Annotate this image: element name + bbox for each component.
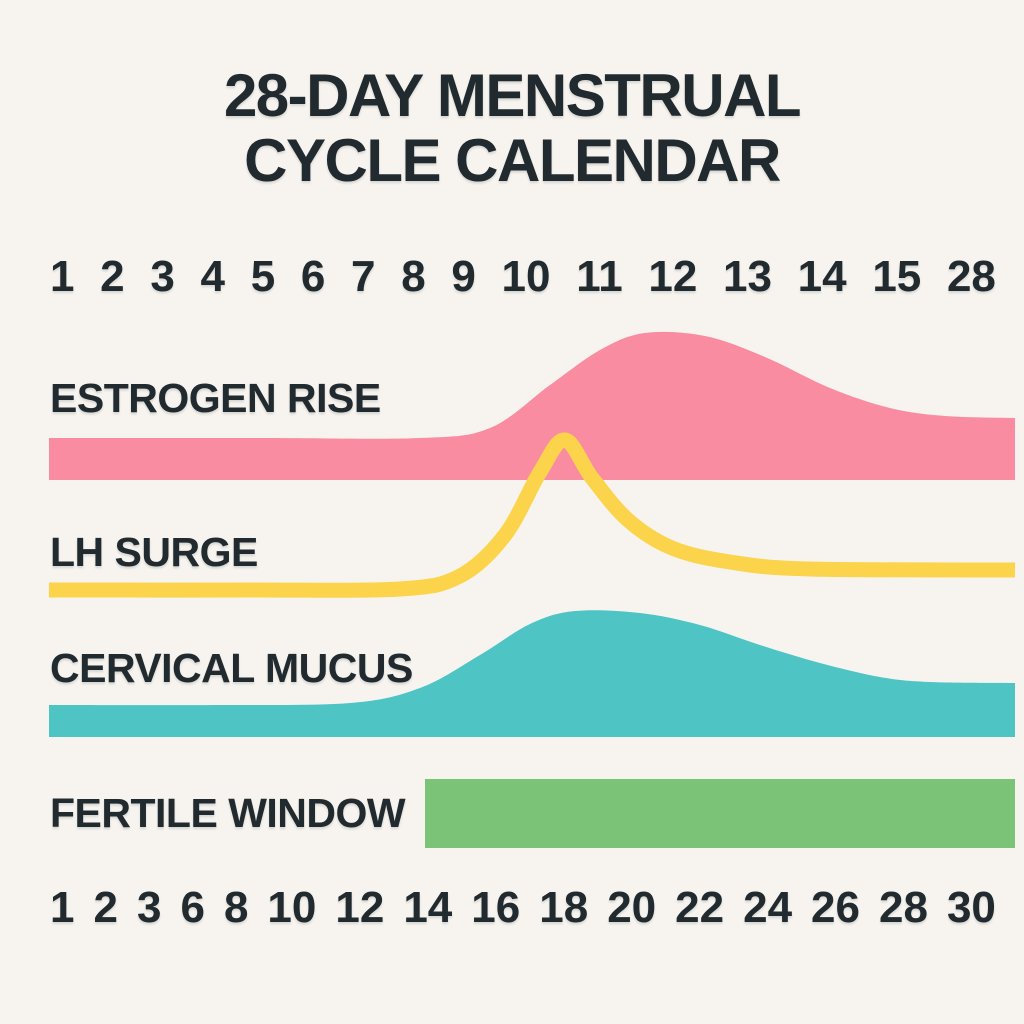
day-number: 24 — [743, 883, 793, 932]
lh-surge-label: LH SURGE — [50, 529, 258, 575]
page-title: 28-DAY MENSTRUAL CYCLE CALENDAR — [0, 62, 1024, 194]
day-number: 9 — [451, 252, 476, 301]
bottom-day-axis: 1 2 3 6 8 10 12 14 16 18 20 22 24 26 28 30 — [50, 883, 996, 933]
day-number: 12 — [648, 252, 698, 301]
day-number: 15 — [872, 252, 922, 301]
day-number: 3 — [136, 883, 162, 932]
day-number: 6 — [300, 252, 326, 301]
day-number: 12 — [335, 883, 385, 932]
day-number: 1 — [50, 252, 75, 301]
day-number: 22 — [675, 883, 725, 932]
day-number: 16 — [471, 883, 521, 932]
day-number: 14 — [403, 883, 453, 932]
fertile-window-label: FERTILE WINDOW — [50, 790, 406, 836]
day-number: 6 — [180, 883, 205, 932]
day-number: 7 — [351, 252, 376, 301]
lh-surge-line — [48, 432, 1016, 598]
day-number: 8 — [401, 252, 426, 301]
day-number: 10 — [501, 252, 551, 301]
page-title-line1: 28-DAY MENSTRUAL — [223, 62, 802, 129]
estrogen-rise-area — [49, 331, 1015, 480]
page-title-line2: CYCLE CALENDAR — [244, 126, 781, 194]
top-day-axis: 1 2 3 4 5 6 7 8 9 10 11 12 13 14 15 28 — [50, 252, 996, 302]
day-number: 8 — [223, 883, 249, 932]
day-number: 5 — [250, 252, 276, 301]
day-number: 14 — [797, 252, 847, 301]
day-number: 2 — [100, 252, 125, 301]
cervical-mucus-label: CERVICAL MUCUS — [50, 645, 413, 691]
day-number: 30 — [946, 883, 996, 932]
fertile-window-bar — [425, 779, 1015, 848]
day-number: 1 — [50, 883, 75, 932]
day-number: 28 — [946, 252, 996, 301]
estrogen-rise-label: ESTROGEN RISE — [50, 375, 381, 421]
day-number: 20 — [607, 883, 657, 932]
day-number: 3 — [150, 252, 175, 301]
day-number: 4 — [200, 252, 225, 301]
cervical-mucus-area — [49, 610, 1015, 737]
day-number: 10 — [267, 883, 317, 932]
day-number: 13 — [723, 252, 772, 301]
day-number: 2 — [93, 883, 118, 932]
day-number: 28 — [879, 883, 928, 932]
day-number: 18 — [539, 883, 589, 932]
day-number: 11 — [576, 252, 623, 301]
day-number: 26 — [811, 883, 860, 932]
